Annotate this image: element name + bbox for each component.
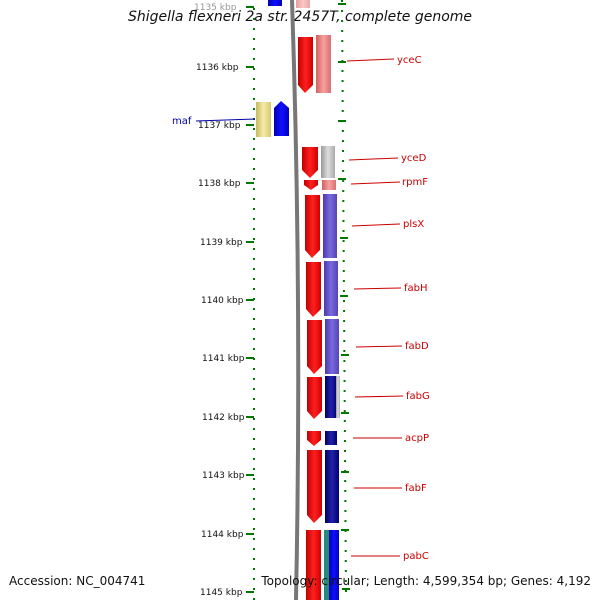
scale-label: 1143 kbp (202, 471, 245, 481)
gene-yceD[interactable] (302, 146, 335, 178)
gene-fabD[interactable] (307, 319, 339, 374)
gene-label-rpmF: rpmF (402, 177, 428, 188)
gene-label-fabF: fabF (405, 483, 427, 494)
scale-ticks (246, 3, 350, 593)
gene-fabG[interactable] (307, 376, 340, 419)
gene-fabH[interactable] (306, 261, 338, 317)
gene-pabC[interactable] (306, 530, 339, 600)
scale-label: 1142 kbp (202, 413, 245, 423)
label-leaders (195, 58, 404, 557)
gene-fabF[interactable] (307, 450, 339, 523)
scale-label: 1144 kbp (201, 530, 244, 540)
map-title: Shigella flexneri 2a str. 2457T, complet… (127, 9, 473, 25)
gene-label-maf: maf (172, 116, 192, 127)
genome-backbone (290, 0, 301, 600)
gene-label-fabH: fabH (404, 283, 428, 294)
gene-plsX[interactable] (305, 194, 337, 258)
scale-label: 1140 kbp (201, 296, 244, 306)
scale-labels: 1135 kbp 1136 kbp 1137 kbp 1138 kbp 1139… (194, 3, 245, 598)
scale-label: 1136 kbp (196, 63, 239, 73)
scale-label: 1135 kbp (194, 3, 237, 13)
gene-acpP[interactable] (307, 431, 337, 446)
scale-label: 1141 kbp (202, 354, 245, 364)
scale-label: 1137 kbp (198, 121, 241, 131)
gene-partial-top (268, 0, 310, 8)
scale-label: 1145 kbp (200, 588, 243, 598)
gene-label-pabC: pabC (403, 551, 429, 562)
gene-label-fabD: fabD (405, 341, 429, 352)
gene-label-fabG: fabG (406, 391, 430, 402)
gene-label-acpP: acpP (405, 433, 429, 444)
scale-label: 1138 kbp (198, 179, 241, 189)
gene-rpmF[interactable] (304, 180, 336, 190)
gene-labels: yceC maf yceD rpmF plsX fabH fabD fabG a… (172, 55, 430, 562)
gene-maf[interactable] (256, 101, 289, 137)
topology-text: Topology: circular; Length: 4,599,354 bp… (261, 574, 591, 588)
gene-label-plsX: plsX (403, 219, 424, 230)
scale-label: 1139 kbp (200, 238, 243, 248)
outer-scale-dots (341, 0, 347, 600)
gene-yceC[interactable] (298, 35, 331, 93)
gene-label-yceD: yceD (401, 153, 427, 164)
accession-text: Accession: NC_004741 (9, 574, 146, 588)
gene-label-yceC: yceC (397, 55, 422, 66)
